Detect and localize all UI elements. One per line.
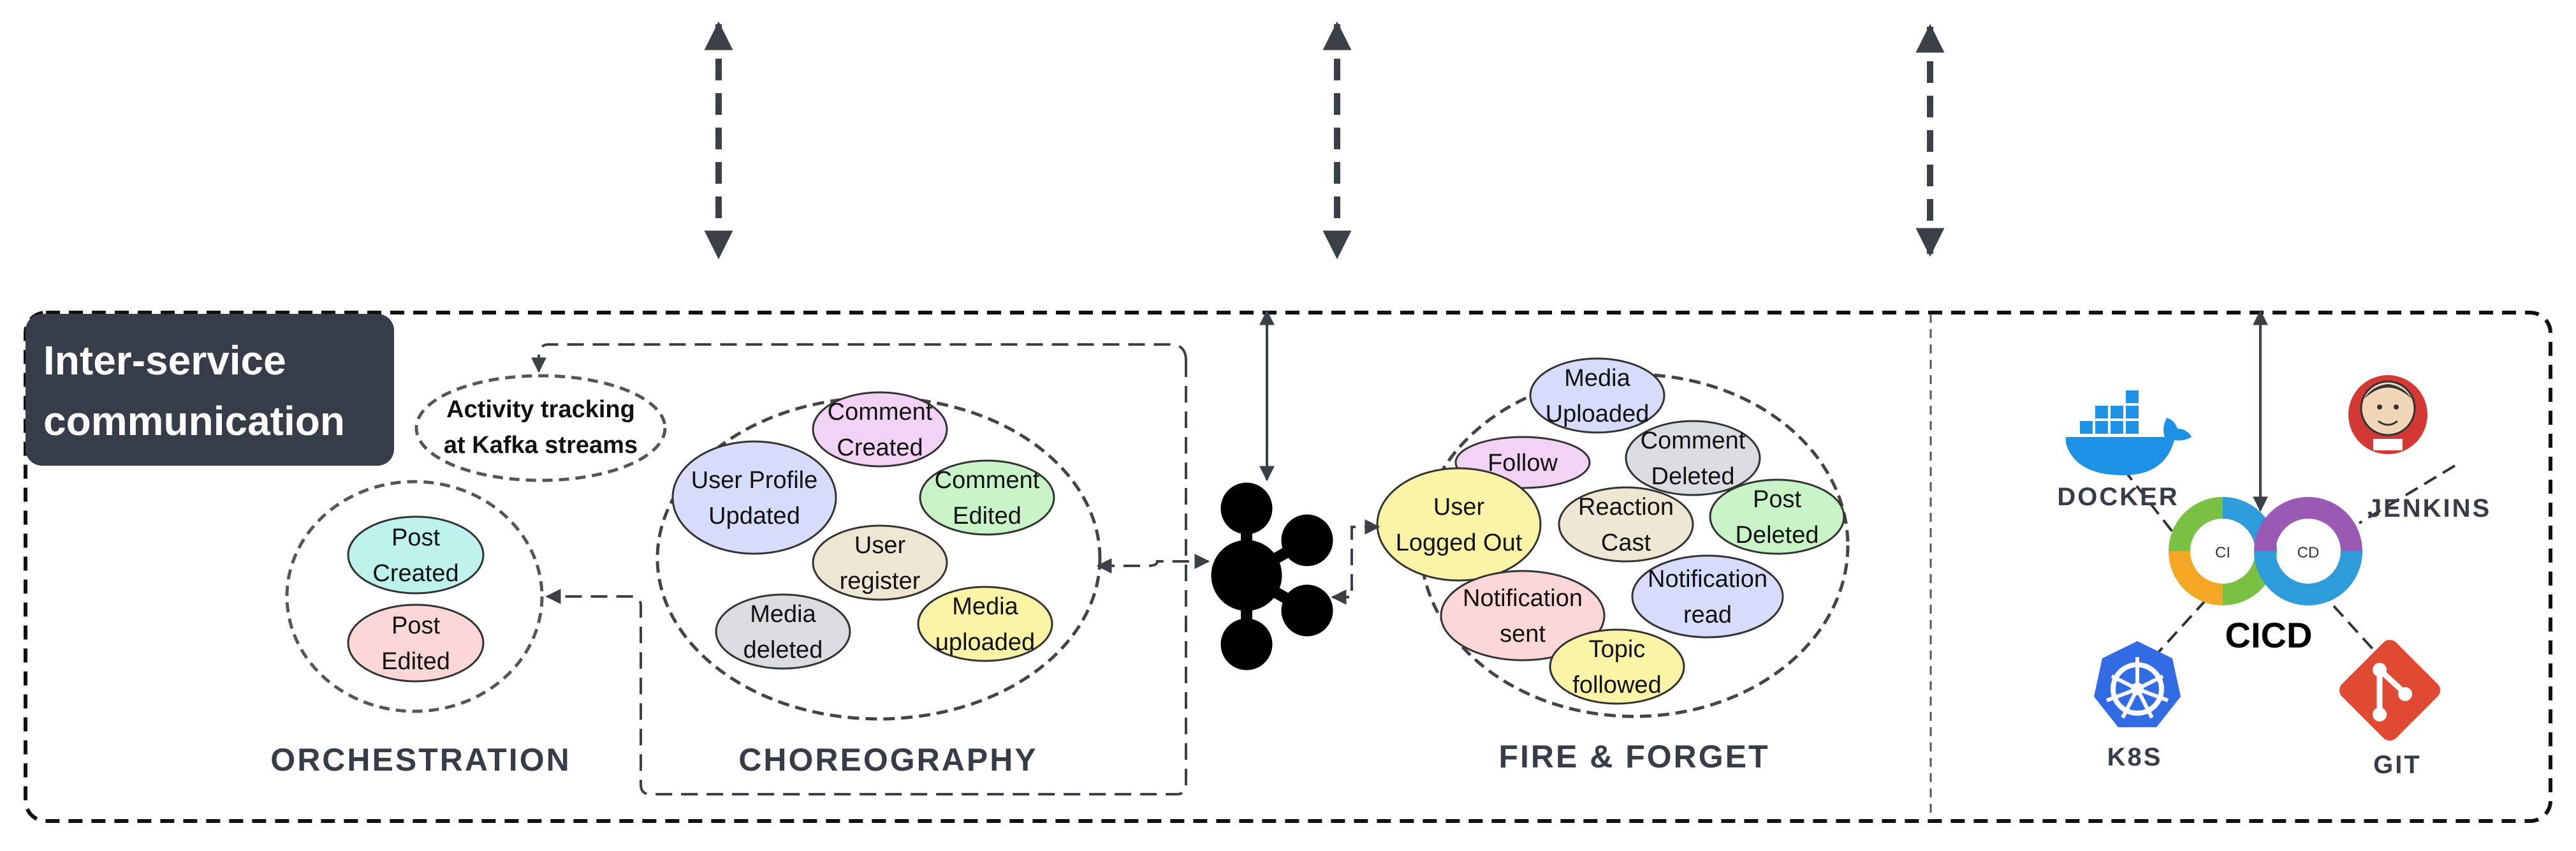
choreography-event: Comment Edited [919, 459, 1055, 536]
fire-forget-event-label: Reaction [1578, 494, 1674, 521]
fire-forget-event-label: sent [1500, 621, 1546, 648]
fire-forget-event: Post Deleted [1709, 478, 1845, 555]
fire-forget-event: Topic followed [1549, 628, 1685, 705]
orchestration-boundary [285, 480, 544, 713]
choreography-event: User Profile Updated [671, 440, 837, 555]
fire-forget-event-label: followed [1572, 672, 1661, 699]
fire-forget-event: Reaction Cast [1558, 486, 1694, 563]
choreography-event-label: deleted [743, 637, 823, 663]
choreography-event: User register [812, 524, 948, 601]
orchestration-event-label: Edited [381, 648, 450, 675]
section-orchestration: ORCHESTRATION [270, 742, 571, 778]
loop-connector [545, 360, 1187, 796]
orchestration-event: Post Edited [347, 603, 485, 683]
cd-label: CD [2297, 544, 2320, 561]
top-connectors [704, 21, 1945, 260]
fire-forget-event-label: Notification [1648, 566, 1767, 593]
kafka-fire-connector [1331, 519, 1380, 605]
section-fire-forget: FIRE & FORGET [1498, 739, 1769, 774]
choreography-event-label: User [854, 532, 906, 559]
fire-forget-event: Comment Deleted [1625, 420, 1761, 496]
docker-label: DOCKER [2057, 483, 2179, 511]
activity-tracking-line2: at Kafka streams [444, 432, 638, 459]
fire-forget-events: Media Uploaded Follow Comment Deleted User Log… [1376, 357, 1845, 705]
orchestration-event-label: Created [372, 560, 458, 587]
docker-icon [2066, 390, 2192, 475]
choreography-event-label: Comment [935, 467, 1040, 494]
k8s-icon [2094, 641, 2181, 727]
fire-forget-event-label: Comment [1641, 427, 1746, 454]
page-title: Inter-service [43, 337, 286, 383]
activity-tracking-line1: Activity tracking [446, 396, 635, 423]
choreography-event: Media uploaded [917, 586, 1053, 662]
choreography-event: Comment Created [812, 391, 948, 468]
fire-forget-event: Media Uploaded [1529, 357, 1665, 434]
fire-forget-event-label: Deleted [1651, 463, 1735, 490]
choreography-event-label: Edited [953, 503, 1021, 529]
section-choreography: CHOREOGRAPHY [738, 742, 1037, 778]
fire-forget-event: Notification read [1631, 554, 1784, 639]
fire-forget-event: Notification sent [1440, 570, 1606, 662]
fire-forget-event-label: Notification [1463, 585, 1583, 612]
choreography-events: Comment Created User Profile Updated Comment… [671, 391, 1055, 670]
fire-forget-event-label: Post [1753, 486, 1801, 513]
fire-forget-event-label: Topic [1589, 636, 1646, 663]
choreography-event-label: Media [952, 593, 1018, 620]
fire-forget-event-label: Media [1564, 365, 1630, 392]
choreography-event-label: Media [750, 601, 816, 628]
fire-forget-event-label: Deleted [1736, 522, 1819, 549]
choreo-kafka-connector [1096, 554, 1210, 574]
k8s-label: K8S [2107, 743, 2163, 771]
jenkins-icon [2348, 375, 2427, 454]
fire-forget-event-label: Cast [1601, 529, 1651, 556]
connectors [531, 343, 1380, 796]
git-label: GIT [2373, 751, 2422, 779]
choreography-event-label: User Profile [691, 467, 818, 494]
orchestration-event-label: Post [392, 612, 440, 639]
to-activity-connector [531, 343, 1187, 373]
choreography-event-label: Comment [828, 399, 933, 426]
orchestration-event: Post Created [347, 515, 485, 595]
fire-forget-event-label: Follow [1488, 450, 1558, 477]
orchestration-event-label: Post [392, 524, 440, 551]
jenkins-label: JENKINS [2367, 494, 2491, 522]
fire-forget-event-label: Uploaded [1546, 401, 1650, 427]
ci-label: CI [2215, 544, 2230, 561]
kafka-icon [1211, 482, 1333, 670]
choreography-event-label: uploaded [935, 629, 1035, 656]
cicd-area: CI CD CICD DOCKER JENKINS [2057, 375, 2491, 779]
title-box: Inter-service communication [26, 314, 394, 466]
cicd-title: CICD [2225, 615, 2313, 655]
choreography-event-label: Updated [708, 503, 800, 529]
fire-forget-event-label: read [1683, 602, 1732, 628]
choreography-event: Media deleted [715, 593, 851, 670]
activity-tracking: Activity tracking at Kafka streams [414, 374, 667, 482]
choreography-event-label: Created [837, 434, 923, 461]
git-icon [2339, 639, 2441, 741]
fire-forget-boundary [1419, 373, 1850, 718]
inter-service-container [24, 311, 2552, 823]
fire-forget-event-label: User [1433, 494, 1485, 521]
fire-forget-event: User Logged Out [1376, 467, 1542, 582]
choreography-event-label: register [840, 568, 921, 595]
cicd-loop-icon: CI CD [2169, 497, 2362, 605]
fire-forget-event-label: Logged Out [1396, 529, 1523, 556]
orchestration-events: Post Created Post Edited [347, 515, 485, 683]
page-title-line2: communication [43, 398, 345, 444]
